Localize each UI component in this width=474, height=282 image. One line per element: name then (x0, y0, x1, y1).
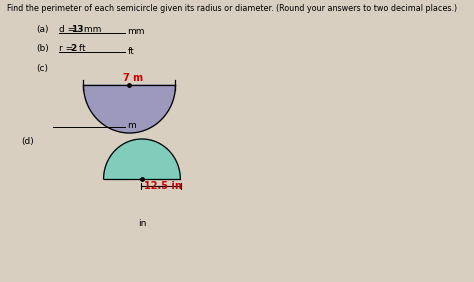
Text: (d): (d) (21, 137, 34, 146)
Text: ft: ft (128, 47, 134, 56)
Text: (b): (b) (36, 44, 49, 53)
Text: (a): (a) (36, 25, 49, 34)
Polygon shape (103, 139, 180, 179)
Text: 12.5 in: 12.5 in (144, 181, 182, 191)
Text: 2: 2 (70, 44, 76, 53)
Text: (c): (c) (36, 64, 48, 73)
Text: 13: 13 (71, 25, 83, 34)
Text: mm: mm (81, 25, 101, 34)
Text: r =: r = (59, 44, 76, 53)
Polygon shape (83, 85, 175, 133)
Text: mm: mm (128, 28, 145, 36)
Text: in: in (138, 219, 146, 228)
Text: ft: ft (76, 44, 85, 53)
Text: d =: d = (59, 25, 79, 34)
Text: 7 m: 7 m (123, 73, 143, 83)
Text: m: m (128, 122, 137, 131)
Text: Find the perimeter of each semicircle given its radius or diameter. (Round your : Find the perimeter of each semicircle gi… (7, 4, 457, 13)
